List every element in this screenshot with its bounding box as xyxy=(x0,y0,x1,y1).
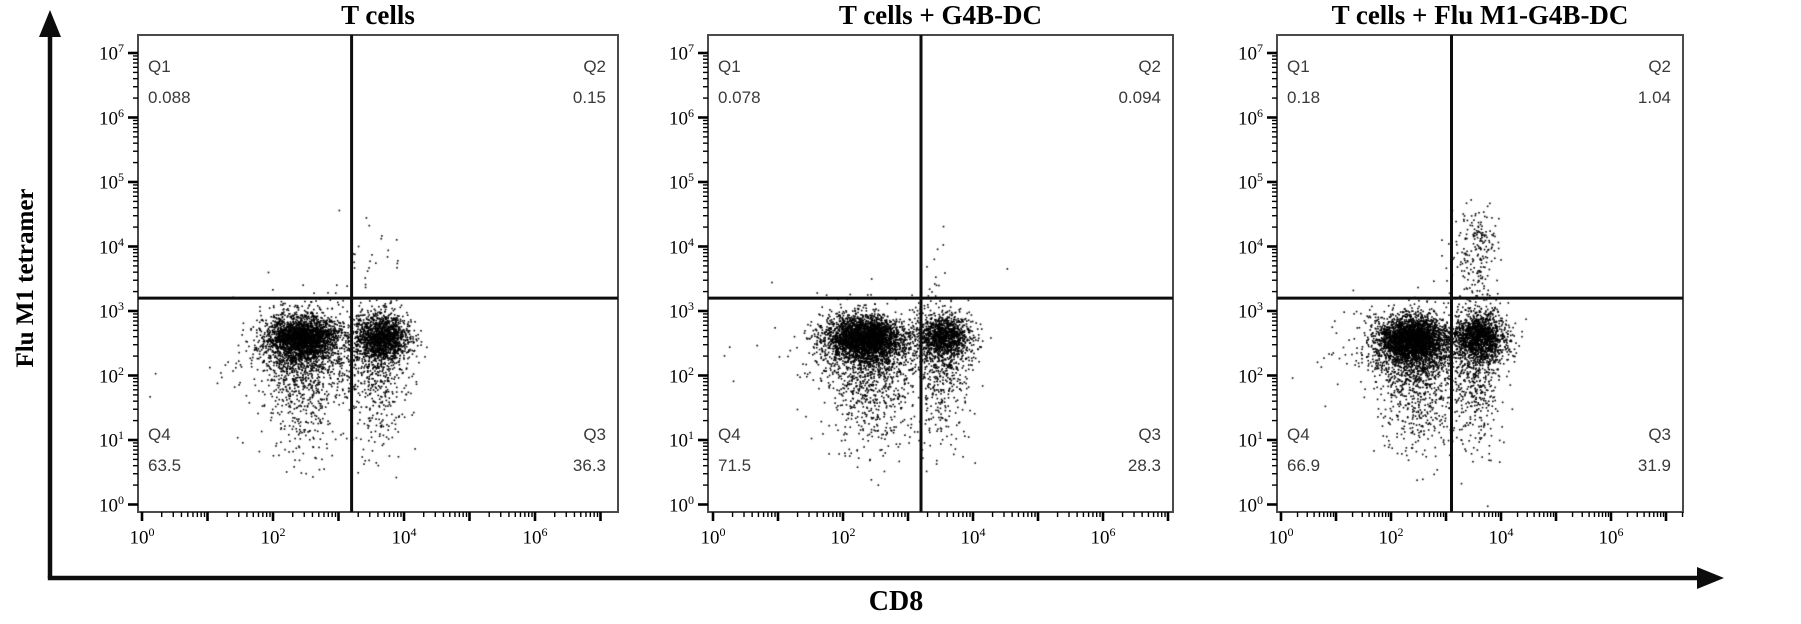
y-tick-label: 105 xyxy=(1238,170,1263,194)
x-axis-arrowhead-icon xyxy=(1697,567,1724,589)
y-tick-label: 101 xyxy=(669,428,694,452)
y-tick-label: 107 xyxy=(99,41,124,65)
quadrant-q4-stat: Q4 63.5 xyxy=(148,419,181,481)
quadrant-label: Q4 xyxy=(718,425,741,444)
x-tick-label: 104 xyxy=(391,525,417,549)
y-tick-label: 101 xyxy=(1238,428,1263,452)
panel-title-t-cells-flu-m1-g4b-dc: T cells + Flu M1-G4B-DC xyxy=(1331,0,1629,30)
quadrant-label: Q4 xyxy=(1287,425,1310,444)
x-tick-label: 100 xyxy=(700,525,726,549)
y-tick-label: 104 xyxy=(99,234,124,258)
y-tick-label: 102 xyxy=(99,363,124,387)
quadrant-q3-stat: Q3 36.3 xyxy=(138,419,606,481)
quadrant-q4-stat: Q4 66.9 xyxy=(1287,419,1320,481)
x-tick-label: 106 xyxy=(522,525,548,549)
y-tick-label: 103 xyxy=(99,299,124,323)
x-tick-label: 104 xyxy=(960,525,986,549)
plot-axes xyxy=(128,34,619,521)
quadrant-label: Q3 xyxy=(1648,425,1671,444)
y-axis-arrowhead-icon xyxy=(39,10,61,37)
quadrant-q4-stat: Q4 71.5 xyxy=(718,419,751,481)
scatter-dots xyxy=(1277,35,1683,512)
quadrant-label: Q3 xyxy=(583,425,606,444)
panel-title-t-cells-g4b-dc: T cells + G4B-DC xyxy=(838,0,1043,30)
y-tick-label: 103 xyxy=(1238,299,1263,323)
y-tick-label: 102 xyxy=(669,363,694,387)
quadrant-q1-stat: Q1 0.078 xyxy=(718,51,761,113)
quadrant-value: 1.04 xyxy=(1637,88,1671,107)
quadrant-label: Q2 xyxy=(1138,57,1161,76)
y-tick-label: 100 xyxy=(669,492,694,516)
x-tick-label: 102 xyxy=(830,525,856,549)
y-tick-label: 103 xyxy=(669,299,694,323)
quadrant-value: 63.5 xyxy=(148,456,182,475)
quadrant-value: 0.094 xyxy=(1118,88,1161,107)
y-tick-label: 107 xyxy=(669,41,694,65)
y-tick-label: 105 xyxy=(99,170,124,194)
quadrant-value: 0.088 xyxy=(148,88,191,107)
quadrant-q2-stat: Q2 0.15 xyxy=(138,51,606,113)
y-tick-label: 105 xyxy=(669,170,694,194)
x-axis-title: CD8 xyxy=(868,586,924,617)
y-tick-label: 100 xyxy=(99,492,124,516)
y-tick-label: 107 xyxy=(1238,41,1263,65)
y-tick-label: 106 xyxy=(669,105,694,129)
y-tick-label: 104 xyxy=(1238,234,1263,258)
y-tick-label: 106 xyxy=(1238,105,1263,129)
quadrant-label: Q3 xyxy=(1138,425,1161,444)
x-tick-label: 106 xyxy=(1598,525,1624,549)
quadrant-value: 28.3 xyxy=(1127,456,1161,475)
quadrant-q2-stat: Q2 1.04 xyxy=(1277,51,1671,113)
scatter-dots xyxy=(138,35,618,512)
quadrant-value: 0.15 xyxy=(572,88,606,107)
quadrant-q3-stat: Q3 28.3 xyxy=(708,419,1161,481)
quadrant-value: 0.078 xyxy=(718,88,761,107)
quadrant-label: Q2 xyxy=(583,57,606,76)
quadrant-q1-stat: Q1 0.18 xyxy=(1287,51,1320,113)
plot-axes xyxy=(698,34,1174,521)
y-tick-label: 104 xyxy=(669,234,694,258)
quadrant-q1-stat: Q1 0.088 xyxy=(148,51,191,113)
y-axis-title: Flu M1 tetramer xyxy=(12,188,39,368)
quadrant-value: 36.3 xyxy=(572,456,606,475)
quadrant-value: 66.9 xyxy=(1287,456,1321,475)
quadrant-value: 71.5 xyxy=(718,456,752,475)
quadrant-q3-stat: Q3 31.9 xyxy=(1277,419,1671,481)
quadrant-value: 0.18 xyxy=(1287,88,1321,107)
plot-axes xyxy=(1267,34,1684,521)
quadrant-label: Q4 xyxy=(148,425,171,444)
y-tick-label: 100 xyxy=(1238,492,1263,516)
y-tick-label: 102 xyxy=(1238,363,1263,387)
quadrant-value: 31.9 xyxy=(1637,456,1671,475)
x-tick-label: 102 xyxy=(1378,525,1404,549)
panel-title-t-cells: T cells xyxy=(341,0,415,30)
quadrant-label: Q1 xyxy=(718,57,741,76)
quadrant-label: Q1 xyxy=(1287,57,1310,76)
y-tick-label: 106 xyxy=(99,105,124,129)
quadrant-q2-stat: Q2 0.094 xyxy=(708,51,1161,113)
x-tick-label: 100 xyxy=(129,525,155,549)
x-tick-label: 106 xyxy=(1090,525,1116,549)
scatter-dots xyxy=(708,35,1173,512)
x-tick-label: 100 xyxy=(1268,525,1294,549)
y-tick-label: 101 xyxy=(99,428,124,452)
x-tick-label: 104 xyxy=(1488,525,1514,549)
x-tick-label: 102 xyxy=(260,525,286,549)
quadrant-label: Q1 xyxy=(148,57,171,76)
quadrant-label: Q2 xyxy=(1648,57,1671,76)
